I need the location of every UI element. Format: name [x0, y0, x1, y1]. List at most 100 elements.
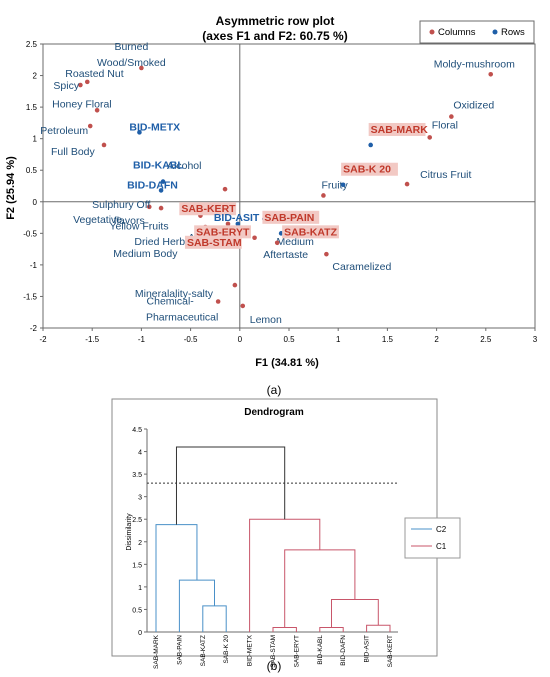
x-tick-label: -1.5: [85, 335, 99, 344]
row-label-bid-dafn: BID-DAFN: [127, 179, 178, 191]
scatter-x-axis-label: F1 (34.81 %): [255, 357, 319, 369]
row-label-highlight: [179, 202, 237, 216]
column-point-aftertaste: [274, 240, 280, 246]
row-label-sab-pain: SAB-PAIN: [264, 212, 314, 224]
column-label-roasted-nut: Roasted Nut: [65, 68, 123, 80]
column-point-floral: [427, 135, 433, 140]
column-label-medium: Medium: [277, 236, 315, 248]
column-label-fruity: Fruity: [321, 179, 348, 191]
column-point-medium: [252, 235, 257, 241]
leaf-label-bid-kabl: BID-KABL: [317, 635, 324, 665]
panel-b-caption: (b): [267, 659, 282, 673]
merge-root: [175, 446, 286, 525]
column-point-roasted-nut: [84, 79, 90, 85]
column-point-citrus-fruit: [404, 181, 410, 187]
x-tick-label: 2.5: [480, 335, 492, 344]
scatter-axes: -2 -1.5 -1 -0.5 0 0.5 1 1.5 2 2.5 3 -2 -1.5 -1 -0.5 0 0.…: [23, 40, 538, 344]
column-point-moldy-mushroom: [488, 71, 494, 77]
column-label-dried-herbs: Dried Herbs: [134, 236, 190, 248]
row-label-highlight: [282, 225, 339, 239]
dendrogram-y-tick-label: 3: [138, 495, 142, 502]
column-point-vegetative: [158, 205, 164, 211]
leaf-label-sab-katz: SAB-KATZ: [200, 635, 207, 666]
row-point-sab-mark: [368, 142, 373, 148]
column-point-mineralality-salty: [232, 282, 238, 288]
column-label-burned-wood-smoked: Burned Wood/Smoked: [97, 41, 166, 69]
column-label-alcohol: Alcohol: [167, 160, 201, 172]
scatter-legend: Columns Rows: [419, 20, 535, 44]
column-label-floral: Floral: [432, 119, 458, 131]
x-tick-label: -2: [39, 335, 47, 344]
y-tick-label: -0.5: [23, 229, 37, 238]
row-label-bid-metx: BID-METX: [129, 121, 180, 133]
x-tick-label: 3: [533, 335, 538, 344]
row-point-sab-k-20: [340, 182, 346, 188]
dendrogram-y-tick-label: 1.5: [132, 562, 142, 569]
column-label-moldy-mushroom: Moldy-mushroom: [434, 58, 515, 70]
column-label-sulphury-off-flavors: Sulphury Off flavors: [92, 199, 150, 227]
dendrogram-legend-box: [404, 517, 461, 559]
row-label-sab-kert: SAB-KERT: [181, 203, 236, 215]
dendrogram-tree: [155, 446, 391, 632]
row-label-highlight: [368, 122, 426, 136]
column-label-yellow-fruits: Yellow Fruits: [109, 221, 168, 233]
dendrogram-leaf-labels: SAB-MARK SAB-PAIN SAB-KATZ SAB-K 20 BID-METX…: [153, 634, 394, 669]
y-tick-label: 0.5: [26, 166, 38, 175]
leaf-label-sab-pain: SAB-PAIN: [176, 635, 183, 665]
x-tick-label: 1.5: [382, 335, 394, 344]
column-label-spicy: Spicy: [53, 80, 79, 92]
column-point-chemical-pharmaceutical: [215, 299, 221, 304]
column-point-acidity: [225, 221, 231, 227]
y-tick-label: 2: [33, 72, 38, 81]
dendrogram-y-tick-label: 0.5: [132, 607, 142, 614]
column-point-burned-wood-smoked: [139, 65, 144, 71]
dendrogram-y-axis-label: Dissimilarity: [126, 513, 133, 551]
legend-label-rows: Rows: [501, 27, 525, 38]
row-point-bid-metx: [137, 130, 142, 135]
row-point-bid-dafn: [158, 188, 164, 193]
y-tick-label: 1: [33, 135, 38, 144]
column-label-lemon: Lemon: [250, 314, 282, 326]
row-point-bid-kabl: [160, 179, 166, 184]
x-tick-label: -0.5: [184, 335, 198, 344]
dendrogram-title: Dendrogram: [244, 407, 304, 418]
column-label-aftertaste: Aftertaste: [263, 249, 308, 261]
dendrogram-axes: 0 0.5 1 1.5 2 2.5 3 3.5 4 4.5: [132, 427, 398, 637]
dendrogram-panel: Dendrogram Dissimilarity 0 0.5 1 1.5 2 2.5 3 3.…: [111, 398, 461, 673]
row-label-highlight: [194, 225, 251, 239]
y-tick-label: -2: [30, 324, 38, 333]
column-point-oxidized: [449, 114, 454, 119]
plot-area-frame: [42, 43, 536, 329]
dendrogram-y-tick-label: 2.5: [132, 517, 142, 524]
merge-sab-stam-sab-eryt: [272, 626, 297, 632]
column-label-full-body: Full Body: [51, 146, 96, 158]
column-point-petroleum: [87, 123, 93, 129]
column-point-fruity: [321, 193, 326, 198]
y-tick-label: -1.5: [23, 292, 37, 301]
dendrogram-legend: C2 C1: [404, 517, 461, 559]
row-label-sab-mark: SAB-MARK: [371, 124, 429, 136]
row-label-highlight: [184, 235, 242, 249]
dendrogram-y-tick-label: 1: [138, 585, 142, 592]
y-tick-label: -1: [30, 261, 38, 270]
column-label-citrus-fruit: Citrus Fruit: [420, 169, 471, 181]
row-label-sab-eryt: SAB-ERYT: [196, 226, 250, 238]
legend-box: [419, 20, 535, 44]
row-label-bid-asit: BID-ASIT: [214, 212, 260, 224]
y-tick-label: 0: [33, 198, 38, 207]
leaf-label-bid-metx: BID-METX: [247, 634, 254, 666]
column-label-caramelized: Caramelized: [332, 261, 391, 273]
dendrogram-y-tick-label: 2: [138, 540, 142, 547]
scatter-title: Asymmetric row plot: [216, 14, 335, 28]
legend-label-columns: Columns: [438, 27, 476, 38]
x-tick-label: 0.5: [283, 335, 295, 344]
column-label-honey-floral: Honey Floral: [52, 98, 112, 110]
merge-sab-katz-sab-k20: [202, 605, 227, 632]
dendrogram-y-tick-label: 4: [138, 450, 142, 457]
leaf-label-sab-stam: SAB-STAM: [270, 635, 277, 668]
y-tick-label: 2.5: [26, 40, 38, 49]
dendrogram-y-tick-label: 3.5: [132, 472, 142, 479]
dendrogram-y-tick-label: 0: [138, 630, 142, 637]
dendrogram-y-tick-label: 4.5: [132, 427, 142, 434]
